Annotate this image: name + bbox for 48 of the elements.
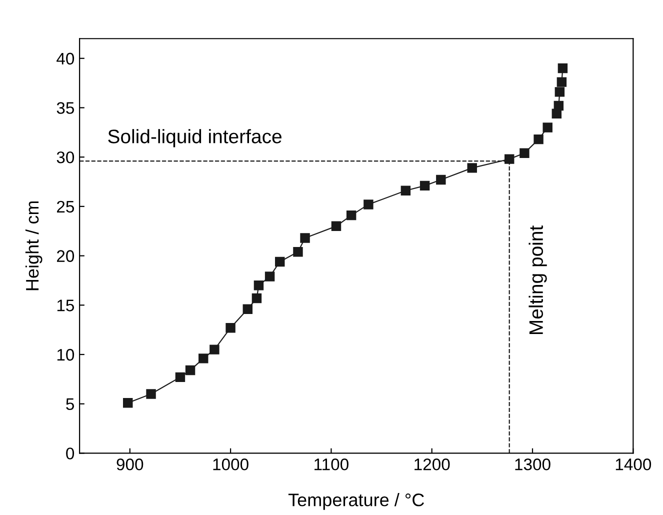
point (542, 122, 552, 132)
point (558, 63, 568, 74)
point (504, 154, 514, 164)
point (252, 293, 262, 304)
point (293, 246, 303, 257)
y-tick-label: 25 (57, 200, 74, 213)
ref-line-label: Melting point (528, 225, 547, 334)
y-tick-label: 40 (56, 52, 74, 65)
y-tick-label: 15 (57, 300, 74, 312)
y-tick-label: 0 (66, 448, 74, 460)
y-tick-label: 35 (56, 102, 74, 114)
y-tick-label: 30 (56, 151, 74, 164)
x-axis-title: Temperature / °C (288, 493, 424, 510)
y-axis-title: Height / cm (25, 201, 42, 290)
point (364, 200, 374, 210)
x-tick-label: 1300 (515, 458, 550, 470)
point (467, 163, 477, 173)
point (436, 174, 446, 185)
point (123, 398, 133, 408)
y-tick-label: 10 (57, 348, 74, 361)
point (275, 256, 285, 267)
point (254, 280, 264, 290)
point (534, 134, 544, 144)
ref-line-label: Solid-liquid interface (108, 129, 282, 148)
point (185, 365, 196, 376)
point (226, 322, 236, 333)
x-tick-label: 1200 (414, 458, 450, 470)
point (554, 87, 565, 97)
point (210, 344, 220, 354)
x-tick-label: 900 (116, 458, 144, 470)
x-tick-label: 1000 (213, 458, 248, 470)
point (420, 180, 430, 191)
point (556, 77, 567, 87)
point (146, 389, 156, 399)
point (242, 304, 253, 314)
point (300, 233, 310, 243)
x-tick-label: 1100 (314, 458, 348, 470)
y-tick-label: 20 (57, 250, 74, 262)
y-tick-label: 5 (66, 398, 74, 410)
point (264, 272, 275, 282)
point (175, 372, 186, 382)
point (198, 354, 208, 364)
point (554, 100, 564, 111)
point (346, 210, 356, 220)
x-tick-label: 1400 (616, 458, 652, 470)
point (400, 186, 411, 196)
point (331, 221, 342, 232)
point (520, 148, 530, 158)
